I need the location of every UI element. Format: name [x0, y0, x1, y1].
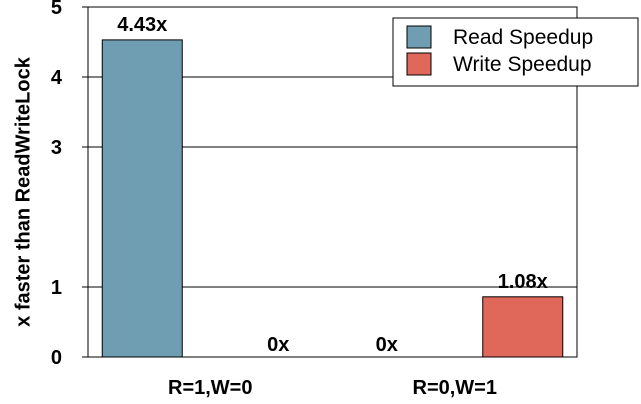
bar — [482, 296, 564, 358]
y-tick-label: 1 — [51, 277, 62, 299]
legend-swatch — [406, 52, 432, 76]
bar — [101, 39, 183, 358]
bars — [101, 39, 564, 358]
data-label: 0x — [267, 334, 289, 356]
y-tick-label: 4 — [51, 67, 63, 89]
x-category-label: R=0,W=1 — [413, 377, 497, 399]
data-label: 1.08x — [498, 271, 548, 293]
data-label: 4.43x — [117, 14, 167, 36]
y-tick-label: 3 — [51, 137, 62, 159]
legend-swatch — [406, 25, 432, 49]
y-axis-ticks: 0 1 3 4 5 — [51, 0, 88, 369]
y-tick-label: 0 — [51, 347, 62, 369]
legend-label: Read Speedup — [453, 26, 593, 49]
y-tick-label: 5 — [51, 0, 62, 19]
legend: Read Speedup Write Speedup — [392, 17, 639, 87]
plot-frame — [87, 6, 578, 358]
data-labels: 4.43x 0x 0x 1.08x — [117, 14, 548, 356]
y-axis-title: x faster than ReadWriteLock — [12, 56, 34, 327]
category-labels: R=1,W=0 R=0,W=1 — [168, 377, 497, 399]
legend-box — [392, 17, 639, 87]
data-label: 0x — [376, 334, 398, 356]
legend-label: Write Speedup — [453, 53, 592, 76]
x-category-label: R=1,W=0 — [168, 377, 252, 399]
